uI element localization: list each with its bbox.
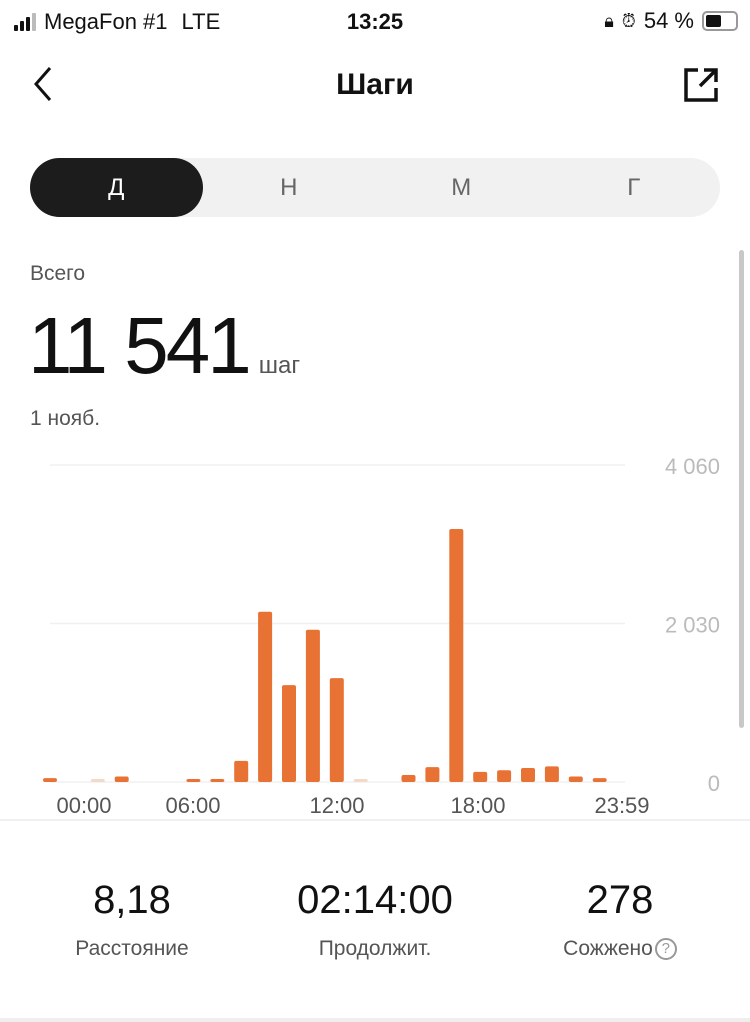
- network: LTE: [181, 9, 221, 34]
- x-tick-label: 18:00: [450, 793, 505, 818]
- tab-week[interactable]: Н: [280, 174, 298, 201]
- distance-value: 8,18: [93, 878, 171, 922]
- help-icon[interactable]: ?: [654, 938, 677, 960]
- bar-hour-6: [186, 779, 201, 782]
- bar-hour-0: [43, 778, 57, 782]
- steps-chart[interactable]: 4 060 2 030 0 00:00 06:00 12:00 18:00 23:59: [0, 440, 750, 820]
- y-tick-label: 0: [708, 771, 720, 796]
- total-value: 11 541: [28, 301, 252, 390]
- bar-hour-16: [425, 767, 440, 782]
- tab-month[interactable]: М: [451, 174, 472, 201]
- duration-value: 02:14:00: [297, 878, 453, 922]
- clock: 13:25: [346, 9, 404, 34]
- bottom-edge: [0, 1018, 750, 1022]
- page-title: Шаги: [336, 68, 414, 101]
- y-tick-label: 2 030: [665, 613, 720, 638]
- tab-day[interactable]: Д: [30, 158, 203, 217]
- carrier: MegaFon #1: [44, 9, 168, 34]
- period-tabs: Д Н М Г: [30, 158, 720, 217]
- bar-hour-3: [114, 776, 129, 782]
- total-steps: 11 541 шаг: [28, 300, 300, 392]
- scrollbar[interactable]: [739, 250, 744, 728]
- total-unit: шаг: [258, 352, 301, 379]
- bar-hour-7: [210, 779, 225, 782]
- distance-label: Расстояние: [75, 937, 189, 960]
- x-tick-label: 06:00: [165, 793, 220, 818]
- bar-hour-18: [473, 771, 488, 782]
- x-tick-label: 00:00: [56, 793, 111, 818]
- bar-hour-10: [282, 685, 296, 782]
- bar-hour-17: [449, 529, 464, 782]
- battery-percent: 54 %: [643, 8, 694, 33]
- bar-hour-19: [497, 770, 512, 782]
- calories-label: Сожжено: [563, 937, 653, 960]
- bar-hour-15: [401, 774, 416, 782]
- stat-distance: 8,18 Расстояние: [30, 878, 234, 961]
- nav-bar: Шаги: [0, 52, 750, 116]
- date-label: 1 нояб.: [30, 407, 101, 430]
- bar-hour-23: [592, 778, 607, 782]
- bar-hour-20: [521, 767, 535, 782]
- chevron-left-icon[interactable]: [28, 64, 64, 104]
- duration-label: Продолжит.: [318, 937, 432, 960]
- divider: [0, 819, 750, 821]
- bar-hour-13: [353, 779, 368, 782]
- stat-calories: 278 Сожжено?: [520, 878, 720, 961]
- x-tick-label: 12:00: [309, 793, 364, 818]
- tab-year[interactable]: Г: [627, 174, 641, 201]
- total-label: Всего: [30, 262, 86, 285]
- share-external-icon[interactable]: [682, 66, 720, 104]
- bar-hour-2: [90, 779, 105, 782]
- bar-hour-12: [329, 678, 344, 782]
- battery-icon: [702, 11, 738, 31]
- bar-hour-22: [568, 776, 583, 782]
- alarm-icon: ⏰︎: [621, 10, 636, 31]
- bar-hour-21: [544, 766, 559, 782]
- bar-hour-8: [234, 760, 249, 782]
- y-tick-label: 4 060: [665, 454, 720, 479]
- stat-duration: 02:14:00 Продолжит.: [270, 878, 480, 961]
- signal-icon: [14, 13, 36, 31]
- orientation-lock-icon: 🔒︎: [604, 10, 614, 31]
- bar-hour-9: [258, 611, 273, 782]
- x-tick-label: 23:59: [594, 793, 649, 818]
- status-bar: MegaFon #1 LTE 13:25 🔒︎ ⏰︎ 54 %: [0, 0, 750, 44]
- calories-value: 278: [586, 878, 654, 922]
- bar-hour-11: [305, 629, 320, 782]
